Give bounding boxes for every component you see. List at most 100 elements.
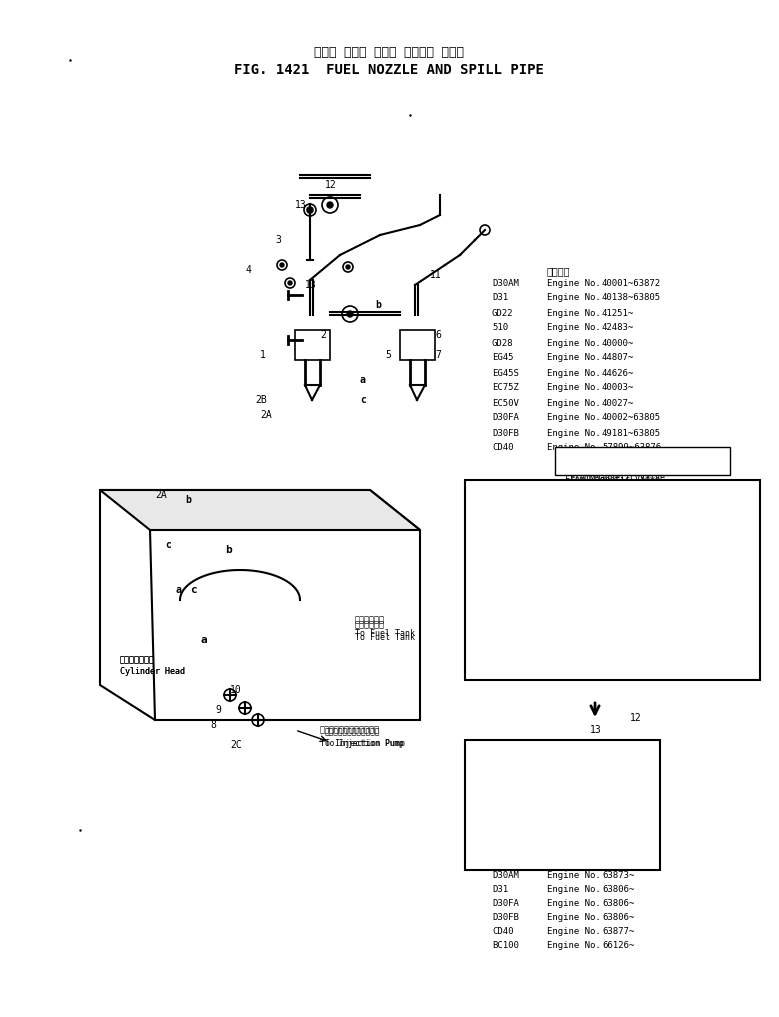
Text: Engine No.: Engine No.: [547, 443, 601, 453]
Text: D30FA: D30FA: [492, 414, 519, 422]
Text: 2A: 2A: [155, 490, 167, 500]
Text: GD22: GD22: [492, 308, 513, 317]
Text: Engine No.: Engine No.: [547, 926, 601, 936]
Text: 7: 7: [435, 350, 441, 360]
Text: 燃料タンクへ: 燃料タンクへ: [355, 620, 385, 630]
Circle shape: [542, 789, 548, 795]
Text: 10: 10: [230, 685, 241, 695]
Text: 13: 13: [305, 280, 317, 290]
Text: EG45S: EG45S: [492, 368, 519, 377]
Text: 2: 2: [320, 330, 326, 340]
Text: Engine No.: Engine No.: [547, 383, 601, 393]
Text: 1: 1: [260, 350, 266, 360]
Text: Engine No.: Engine No.: [547, 414, 601, 422]
Text: 42483~: 42483~: [602, 323, 634, 333]
Text: 15: 15: [600, 505, 612, 515]
Text: 41251~: 41251~: [602, 308, 634, 317]
Circle shape: [622, 539, 628, 545]
Text: 4: 4: [245, 265, 251, 275]
Text: 適用号機: 適用号機: [547, 858, 570, 868]
Text: 16: 16: [510, 555, 522, 565]
Text: D30AM: D30AM: [492, 871, 519, 880]
Text: GD28: GD28: [492, 339, 513, 348]
Circle shape: [346, 265, 350, 270]
Text: To Fuel Tank: To Fuel Tank: [355, 633, 415, 642]
Text: 11: 11: [430, 270, 442, 280]
Bar: [555, 447, 730, 475]
Text: To Injection Pump: To Injection Pump: [325, 739, 404, 749]
Text: To Fuel Tank: To Fuel Tank: [355, 629, 415, 638]
Text: 燃料タンクへ: 燃料タンクへ: [355, 615, 385, 624]
Text: 63806~: 63806~: [602, 885, 634, 894]
Text: インジェクションポンプへ: インジェクションポンプへ: [320, 725, 380, 734]
Text: EG45: EG45: [492, 354, 513, 362]
Text: 40002~63805: 40002~63805: [602, 414, 661, 422]
Text: Engine No.: Engine No.: [547, 941, 601, 950]
Text: 40027~: 40027~: [602, 399, 634, 408]
Text: 13: 13: [530, 505, 541, 515]
Text: D30FB: D30FB: [492, 912, 519, 921]
Text: 6: 6: [435, 330, 441, 340]
Text: Cylinder Head: Cylinder Head: [120, 667, 185, 676]
Text: a: a: [360, 375, 366, 385]
Text: CD40: CD40: [492, 926, 513, 936]
Text: a: a: [200, 635, 206, 645]
Text: CD40: CD40: [492, 443, 513, 453]
Text: 40138~63805: 40138~63805: [602, 294, 661, 302]
Text: Engine No.: Engine No.: [547, 279, 601, 288]
Text: 40003~: 40003~: [602, 383, 634, 393]
Circle shape: [507, 789, 513, 795]
Text: 12: 12: [325, 180, 337, 190]
Text: EC75Z: EC75Z: [492, 383, 519, 393]
Bar: [465, 480, 760, 680]
Text: 14: 14: [605, 750, 617, 760]
Text: b: b: [375, 300, 381, 310]
Text: 5: 5: [385, 350, 391, 360]
Circle shape: [280, 263, 284, 267]
Text: 14: 14: [570, 550, 582, 560]
Text: 63806~: 63806~: [602, 912, 634, 921]
Text: b: b: [185, 495, 191, 505]
Text: Engine No.: Engine No.: [547, 912, 601, 921]
Text: 13: 13: [590, 725, 601, 735]
Text: Engine No.: Engine No.: [547, 323, 601, 333]
Text: 12: 12: [590, 535, 601, 545]
Text: Engine No.: Engine No.: [547, 885, 601, 894]
Text: 40001~63872: 40001~63872: [602, 279, 661, 288]
Circle shape: [587, 539, 593, 545]
Text: マグネチックバルブから: マグネチックバルブから: [570, 461, 625, 470]
Polygon shape: [100, 490, 420, 530]
Text: 40000~: 40000~: [602, 339, 634, 348]
Text: Engine No.: Engine No.: [547, 399, 601, 408]
Text: Engine No.: Engine No.: [547, 428, 601, 437]
Text: FIG. 1421  FUEL NOZZLE AND SPILL PIPE: FIG. 1421 FUEL NOZZLE AND SPILL PIPE: [234, 63, 544, 77]
Text: 2A: 2A: [260, 410, 272, 420]
Text: EC50V: EC50V: [492, 399, 519, 408]
Text: Engine No.: Engine No.: [547, 871, 601, 880]
Text: D30FB: D30FB: [492, 428, 519, 437]
Text: 44807~: 44807~: [602, 354, 634, 362]
Text: 57899~63876: 57899~63876: [602, 443, 661, 453]
Text: 66126~: 66126~: [602, 941, 634, 950]
Text: c: c: [190, 585, 197, 595]
Text: 63806~: 63806~: [602, 898, 634, 907]
Text: D31: D31: [492, 294, 508, 302]
Text: c: c: [360, 395, 366, 405]
Text: D30AM: D30AM: [492, 279, 519, 288]
Text: マグネチックバルブから: マグネチックバルブから: [565, 463, 620, 472]
Circle shape: [347, 311, 353, 317]
Text: Cylinder Head: Cylinder Head: [120, 667, 185, 676]
Text: 44626~: 44626~: [602, 368, 634, 377]
Text: 16: 16: [545, 770, 557, 780]
Text: D31: D31: [492, 885, 508, 894]
Text: 2B: 2B: [255, 395, 266, 405]
Text: a: a: [175, 585, 181, 595]
Text: From Magnetic Valve: From Magnetic Valve: [570, 473, 665, 481]
Text: 3: 3: [275, 235, 281, 245]
Text: 510: 510: [492, 323, 508, 333]
Text: シリンダヘッド: シリンダヘッド: [120, 656, 155, 664]
Circle shape: [537, 539, 543, 545]
Circle shape: [587, 789, 593, 795]
Text: 8: 8: [210, 720, 216, 730]
Text: シリンダヘッド: シリンダヘッド: [120, 656, 155, 664]
